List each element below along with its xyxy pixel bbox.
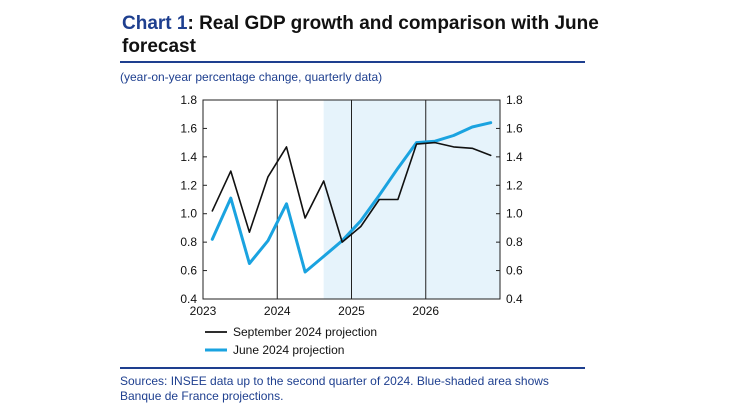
chart-number: Chart 1 [122,13,188,34]
top-rule [120,61,585,63]
y-tick-label-left: 1.0 [180,207,197,221]
y-tick-label-right: 0.4 [506,292,523,306]
chart-subtitle: (year-on-year percentage change, quarter… [120,70,383,84]
y-tick-label-right: 1.0 [506,207,523,221]
x-tick-label: 2024 [264,304,291,318]
x-tick-label: 2025 [338,304,365,318]
chart-title: Chart 1: Real GDP growth and comparison … [122,12,602,58]
y-tick-label-left: 0.6 [180,264,197,278]
y-tick-label-left: 1.8 [180,93,197,107]
legend-label-june: June 2024 projection [233,343,344,357]
y-tick-label-right: 1.6 [506,121,523,135]
x-tick-label: 2026 [412,304,439,318]
y-tick-label-left: 0.8 [180,235,197,249]
y-tick-label-right: 1.2 [506,178,523,192]
y-tick-label-left: 1.6 [180,121,197,135]
y-tick-label-right: 1.4 [506,150,523,164]
legend-label-september: September 2024 projection [233,325,377,339]
bottom-rule [120,367,585,369]
source-note: Sources: INSEE data up to the second qua… [120,374,549,403]
series-line-september [211,141,492,243]
chart-title-text: : Real GDP growth and comparison with Ju… [122,13,599,57]
y-tick-label-left: 1.2 [180,178,197,192]
y-tick-label-right: 1.8 [506,93,523,107]
y-tick-label-left: 0.4 [180,292,197,306]
y-tick-label-left: 1.4 [180,150,197,164]
x-tick-label: 2023 [190,304,217,318]
y-tick-label-right: 0.6 [506,264,523,278]
y-tick-label-right: 0.8 [506,235,523,249]
series-line-june [210,121,493,274]
projection-shade [323,100,500,299]
